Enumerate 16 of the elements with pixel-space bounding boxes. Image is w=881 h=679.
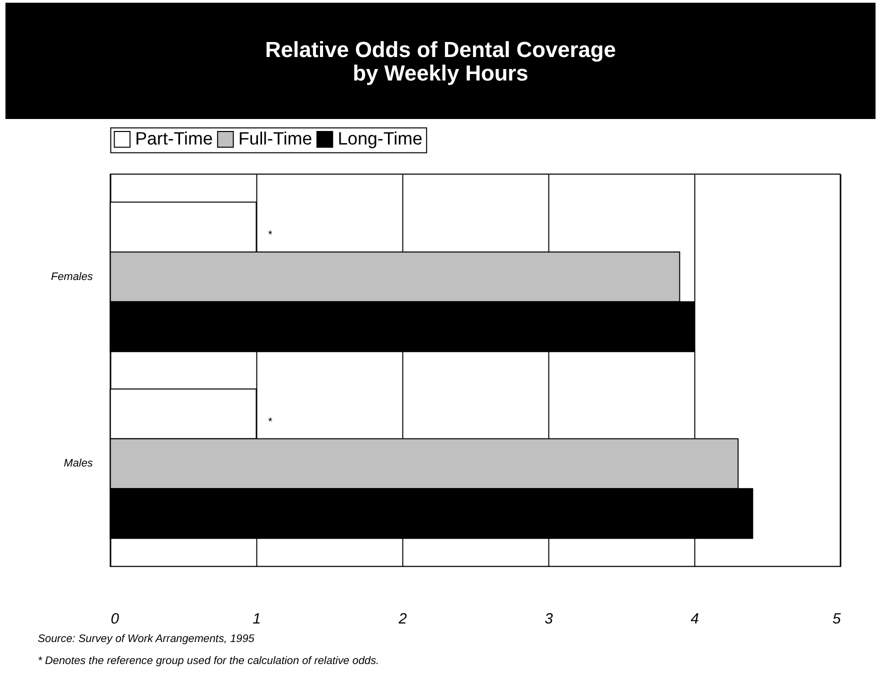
legend-label: Full-Time	[238, 128, 312, 148]
x-tick-label: 4	[690, 612, 699, 628]
text: * Denotes the reference group used for the calculation of relative odds.	[38, 654, 380, 667]
y-tick-label: Males	[64, 458, 94, 470]
x-tick-label: 1	[252, 612, 261, 628]
x-tick-label: 5	[832, 612, 842, 628]
annotation: *	[268, 416, 274, 428]
x-tick-label: 2	[398, 612, 408, 628]
x-tick-label: 0	[110, 612, 120, 628]
annotation: *	[268, 228, 274, 241]
y-tick-label: Females	[51, 270, 94, 283]
chart-title: Relative Odds of Dental Coverage by Weekly Hours	[265, 36, 616, 86]
source-note: Source: Survey of Work Arrangements, 1995	[38, 632, 256, 645]
legend-label: Long-Time	[338, 128, 422, 148]
x-tick-label: 3	[544, 612, 554, 628]
legend-label: Part-Time	[135, 128, 213, 148]
